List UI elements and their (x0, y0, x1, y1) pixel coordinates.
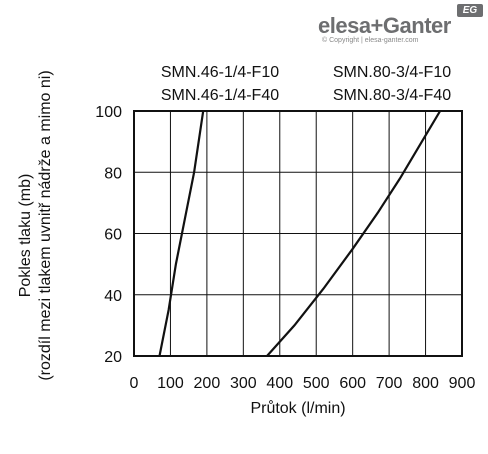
grid (134, 111, 462, 356)
x-tick-label: 900 (449, 375, 476, 392)
brand-copyright: © Copyright | elesa-ganter.com (322, 37, 419, 44)
series-line-1 (158, 110, 205, 357)
series-1-label: SMN.46-1/4-F10 (161, 64, 279, 81)
x-tick-label: 0 (130, 375, 139, 392)
y-axis-sublabel: (rozdíl mezi tlakem uvnitř nádrže a mimo… (37, 70, 54, 380)
y-tick-label: 60 (104, 227, 122, 244)
x-tick-label: 100 (157, 375, 184, 392)
x-tick-label: 200 (194, 375, 221, 392)
series-labels: SMN.46-1/4-F10 SMN.46-1/4-F40 SMN.80-3/4-F… (161, 64, 451, 104)
y-tick-label: 40 (104, 288, 122, 305)
x-tick-label: 300 (230, 375, 257, 392)
x-tick-label: 400 (266, 375, 293, 392)
x-axis-label: Průtok (l/min) (250, 399, 345, 417)
y-axis-label: Pokles tlaku (mb) (17, 174, 34, 298)
y-tick-label: 20 (104, 349, 122, 366)
plot-frame (133, 110, 463, 357)
series-2-label: SMN.80-3/4-F10 (333, 64, 451, 81)
y-tick-label: 100 (95, 104, 122, 121)
series-line-2 (266, 110, 442, 357)
tick-labels: 0 100 200 300 400 500 600 700 800 900 20 40 60 80 100 (95, 104, 475, 392)
series-2-label: SMN.80-3/4-F40 (333, 87, 451, 104)
brand-badge: EG (457, 4, 483, 17)
y-tick-label: 80 (104, 165, 122, 182)
x-tick-label: 800 (412, 375, 439, 392)
x-tick-label: 600 (339, 375, 366, 392)
series-1-label: SMN.46-1/4-F40 (161, 87, 279, 104)
brand-name: elesa+Ganter (318, 13, 451, 38)
x-tick-label: 700 (376, 375, 403, 392)
x-tick-label: 500 (303, 375, 330, 392)
series-lines (158, 110, 442, 357)
brand-logo: elesa+Ganter EG © Copyright | elesa-gant… (318, 4, 486, 50)
